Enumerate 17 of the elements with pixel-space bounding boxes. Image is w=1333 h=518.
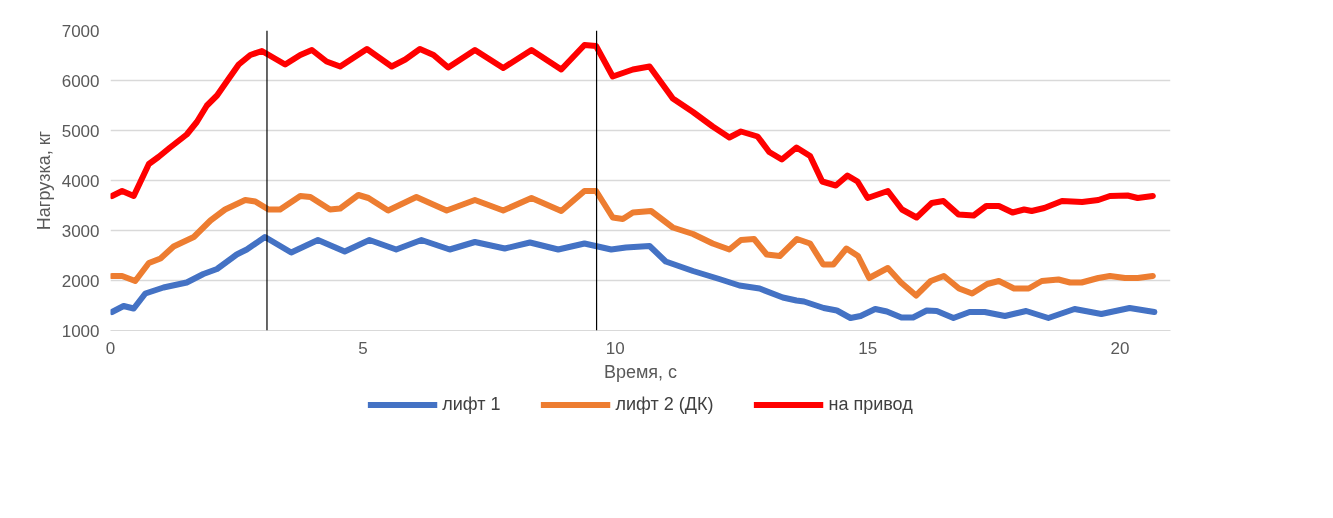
legend-label: лифт 1 (442, 393, 501, 415)
y-tick-label: 2000 (61, 271, 100, 291)
y-tick-label: 1000 (61, 321, 100, 341)
x-tick-label: 15 (858, 338, 878, 358)
x-tick-label: 0 (105, 338, 116, 358)
y-axis-title: Нагрузка, кг (33, 130, 54, 231)
x-axis-title: Время, с (603, 361, 678, 382)
y-tick-label: 7000 (61, 21, 100, 41)
legend-label: на привод (828, 393, 913, 415)
x-tick-label: 5 (358, 338, 368, 358)
y-tick-label: 6000 (61, 71, 100, 91)
x-tick-label: 20 (1110, 338, 1130, 358)
y-tick-label: 5000 (61, 121, 100, 141)
y-tick-label: 3000 (61, 221, 100, 241)
x-tick-label: 10 (605, 338, 625, 358)
legend-label: лифт 2 (ДК) (615, 393, 714, 415)
y-tick-label: 4000 (61, 171, 100, 191)
